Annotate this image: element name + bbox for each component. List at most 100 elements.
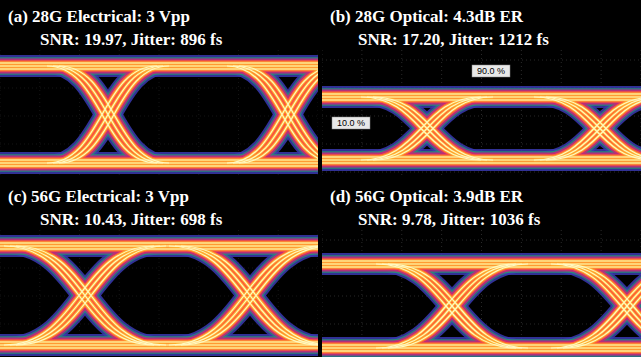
eye-trace [4,246,154,345]
eye-trace [322,263,641,264]
eye-trace [53,66,163,163]
panel-title: (a) 28G Electrical: 3 Vpp [8,7,190,26]
panel-subtitle: SNR: 19.97, Jitter: 896 fs [40,30,223,49]
eye-trace [16,246,166,345]
eye-trace [322,86,641,102]
eye-trace [322,343,641,357]
eye-trace [47,66,157,163]
eye-trace [367,97,487,160]
eye-trace [382,264,522,348]
eye-trace [367,97,487,160]
eye-trace [322,162,641,163]
panel-title: (c) 56G Electrical: 3 Vpp [8,187,189,206]
scope-grid [322,240,641,241]
eye-trace [10,246,160,345]
eye-trace [367,97,487,160]
eye-trace [563,264,641,348]
eye-trace [322,342,641,354]
eye-trace [4,246,154,345]
eye-trace [388,264,528,348]
eye-trace [382,264,522,348]
eye-trace [322,149,641,165]
eye-trace [322,93,641,96]
eye-plot [0,50,318,176]
eye-trace [16,246,166,345]
eye-trace [382,264,522,348]
panel-subtitle: SNR: 10.43, Jitter: 698 fs [40,210,223,229]
eye-trace [376,264,516,348]
eye-trace [367,97,487,160]
eye-trace [53,66,163,163]
eye-trace [10,246,160,345]
eye-trace [322,266,641,267]
eye-trace [322,261,641,267]
eye-trace [169,246,318,345]
eye-trace [10,246,160,345]
eye-trace [382,264,522,348]
eye-trace [0,235,318,251]
eye-trace [322,258,641,264]
eye-trace [169,246,318,345]
eye-trace [540,97,641,160]
eye-trace [53,66,163,163]
eye-trace [563,264,641,348]
eye-trace [373,97,493,160]
marker-box [332,117,370,129]
eye-trace [557,264,641,348]
eye-trace [4,246,154,345]
eye-trace [373,97,493,160]
eye-trace [16,246,166,345]
eye-trace [540,97,641,160]
eye-trace [546,97,641,160]
background [0,0,641,357]
eye-trace [546,97,641,160]
eye-trace [53,66,163,163]
eye-trace [376,264,516,348]
eye-trace [563,264,641,348]
eye-trace [376,264,516,348]
eye-trace [4,246,154,345]
eye-trace [540,97,641,160]
marker-box [472,65,510,77]
eye-trace [0,158,318,174]
eye-trace [4,246,154,345]
eye-trace [181,246,318,345]
eye-trace [376,264,516,348]
eye-trace [367,97,487,160]
eye-trace [175,246,318,345]
eye-trace [10,246,160,345]
eye-trace [10,246,160,345]
eye-trace [10,246,160,345]
eye-trace [382,264,522,348]
eye-trace [557,264,641,348]
eye-trace [175,246,318,345]
eye-trace [322,266,641,269]
eye-trace [16,246,166,345]
marker-label: 10.0 % [337,118,365,128]
marker-label: 90.0 % [477,66,505,76]
eye-trace [388,264,528,348]
eye-trace [169,246,318,345]
eye-trace [227,66,318,163]
eye-trace [53,66,163,163]
eye-trace [16,246,166,345]
eye-trace [322,93,641,94]
eye-trace [373,97,493,160]
eye-trace [0,242,318,245]
eye-trace [322,162,641,165]
eye-trace [175,246,318,345]
eye-trace [322,99,641,100]
eye-trace [47,66,157,163]
eye-trace [557,264,641,348]
eye-trace [239,66,318,163]
eye-trace [361,97,481,160]
eye-trace [175,246,318,345]
figure: (a) 28G Electrical: 3 Vpp SNR: 19.97, Jit… [0,0,641,357]
eye-trace [181,246,318,345]
eye-trace [373,97,493,160]
eye-trace [322,347,641,348]
eye-trace [169,246,318,345]
scope-grid [322,172,641,173]
eye-trace [233,66,318,163]
eye-trace [10,246,160,345]
